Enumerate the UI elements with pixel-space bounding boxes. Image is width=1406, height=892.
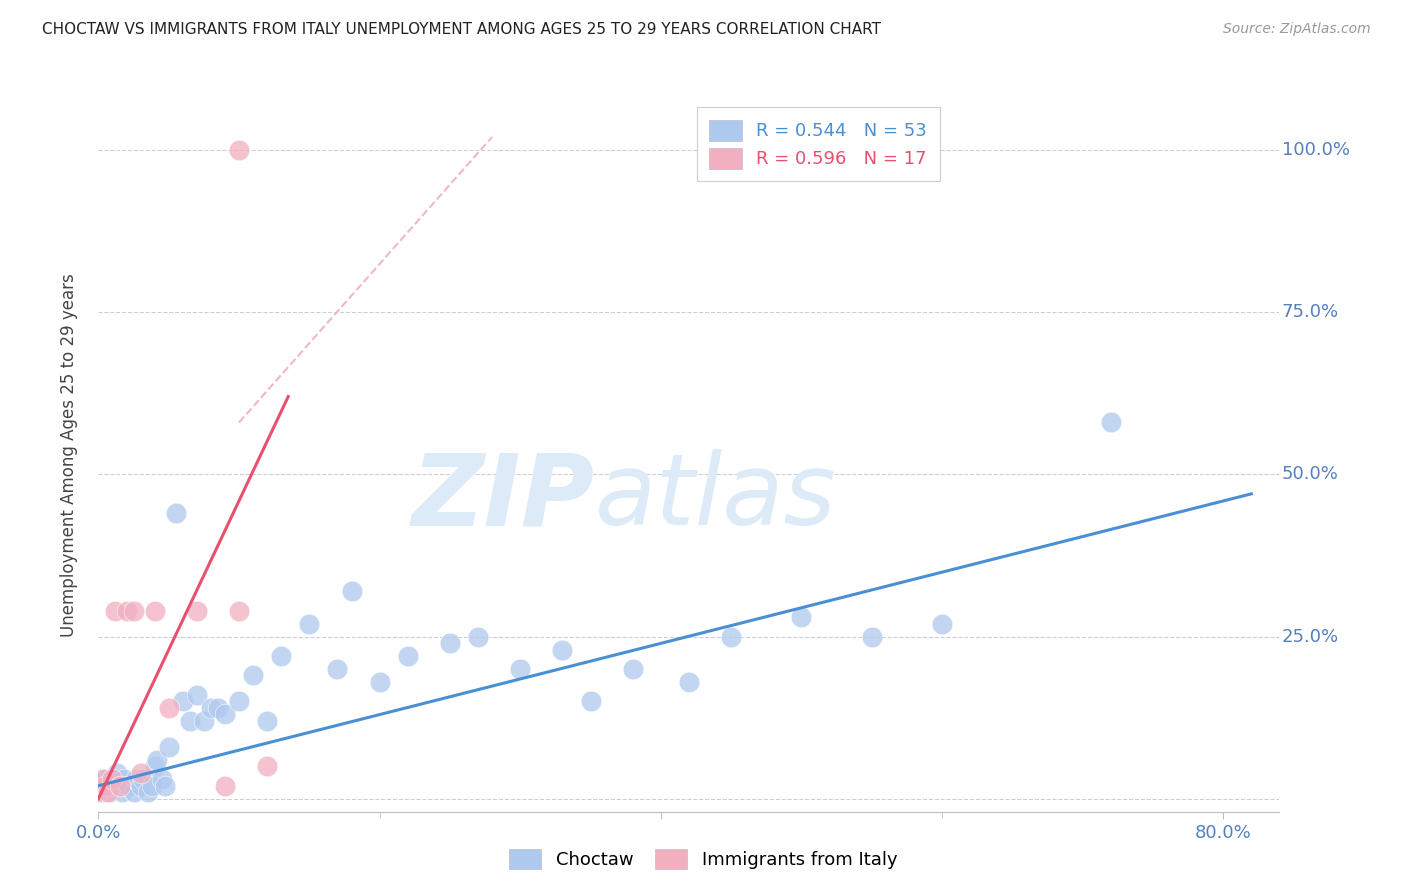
Point	[146, 753, 169, 767]
Point	[125, 772, 148, 787]
Point	[193, 714, 215, 728]
Point	[111, 785, 134, 799]
Point	[129, 765, 152, 780]
Point	[396, 648, 419, 663]
Point	[101, 772, 124, 787]
Legend: Choctaw, Immigrants from Italy: Choctaw, Immigrants from Italy	[499, 839, 907, 879]
Point	[91, 772, 114, 787]
Y-axis label: Unemployment Among Ages 25 to 29 years: Unemployment Among Ages 25 to 29 years	[59, 273, 77, 637]
Legend: R = 0.544   N = 53, R = 0.596   N = 17: R = 0.544 N = 53, R = 0.596 N = 17	[697, 107, 939, 181]
Point	[143, 604, 166, 618]
Point	[860, 630, 883, 644]
Text: atlas: atlas	[595, 450, 837, 546]
Point	[157, 739, 180, 754]
Point	[207, 701, 229, 715]
Point	[242, 668, 264, 682]
Point	[108, 779, 131, 793]
Point	[621, 662, 644, 676]
Point	[228, 694, 250, 708]
Point	[228, 143, 250, 157]
Point	[678, 675, 700, 690]
Text: ZIP: ZIP	[412, 450, 595, 546]
Point	[931, 616, 953, 631]
Point	[228, 604, 250, 618]
Point	[122, 785, 145, 799]
Point	[214, 779, 236, 793]
Point	[186, 604, 208, 618]
Text: Source: ZipAtlas.com: Source: ZipAtlas.com	[1223, 22, 1371, 37]
Text: CHOCTAW VS IMMIGRANTS FROM ITALY UNEMPLOYMENT AMONG AGES 25 TO 29 YEARS CORRELAT: CHOCTAW VS IMMIGRANTS FROM ITALY UNEMPLO…	[42, 22, 882, 37]
Point	[179, 714, 201, 728]
Point	[326, 662, 349, 676]
Point	[112, 772, 135, 787]
Point	[157, 701, 180, 715]
Point	[214, 707, 236, 722]
Point	[172, 694, 194, 708]
Point	[129, 779, 152, 793]
Point	[104, 779, 127, 793]
Point	[132, 772, 155, 787]
Point	[104, 604, 127, 618]
Point	[141, 779, 163, 793]
Point	[94, 772, 117, 787]
Point	[1099, 416, 1122, 430]
Text: 100.0%: 100.0%	[1282, 141, 1350, 159]
Point	[270, 648, 292, 663]
Text: 25.0%: 25.0%	[1282, 628, 1339, 646]
Point	[98, 785, 121, 799]
Point	[439, 636, 461, 650]
Point	[143, 759, 166, 773]
Point	[115, 779, 138, 793]
Point	[122, 604, 145, 618]
Text: 75.0%: 75.0%	[1282, 303, 1339, 321]
Point	[97, 785, 120, 799]
Point	[298, 616, 321, 631]
Point	[200, 701, 222, 715]
Point	[150, 772, 173, 787]
Point	[91, 785, 114, 799]
Point	[94, 779, 117, 793]
Point	[340, 584, 363, 599]
Point	[108, 779, 131, 793]
Point	[368, 675, 391, 690]
Point	[153, 779, 176, 793]
Point	[467, 630, 489, 644]
Text: 50.0%: 50.0%	[1282, 466, 1339, 483]
Point	[105, 765, 128, 780]
Point	[87, 779, 110, 793]
Point	[118, 779, 141, 793]
Point	[509, 662, 531, 676]
Point	[579, 694, 602, 708]
Point	[136, 785, 159, 799]
Point	[87, 785, 110, 799]
Point	[256, 714, 278, 728]
Point	[115, 604, 138, 618]
Point	[790, 610, 813, 624]
Point	[165, 506, 187, 520]
Point	[551, 642, 574, 657]
Point	[97, 779, 120, 793]
Point	[256, 759, 278, 773]
Point	[101, 772, 124, 787]
Point	[720, 630, 742, 644]
Point	[186, 688, 208, 702]
